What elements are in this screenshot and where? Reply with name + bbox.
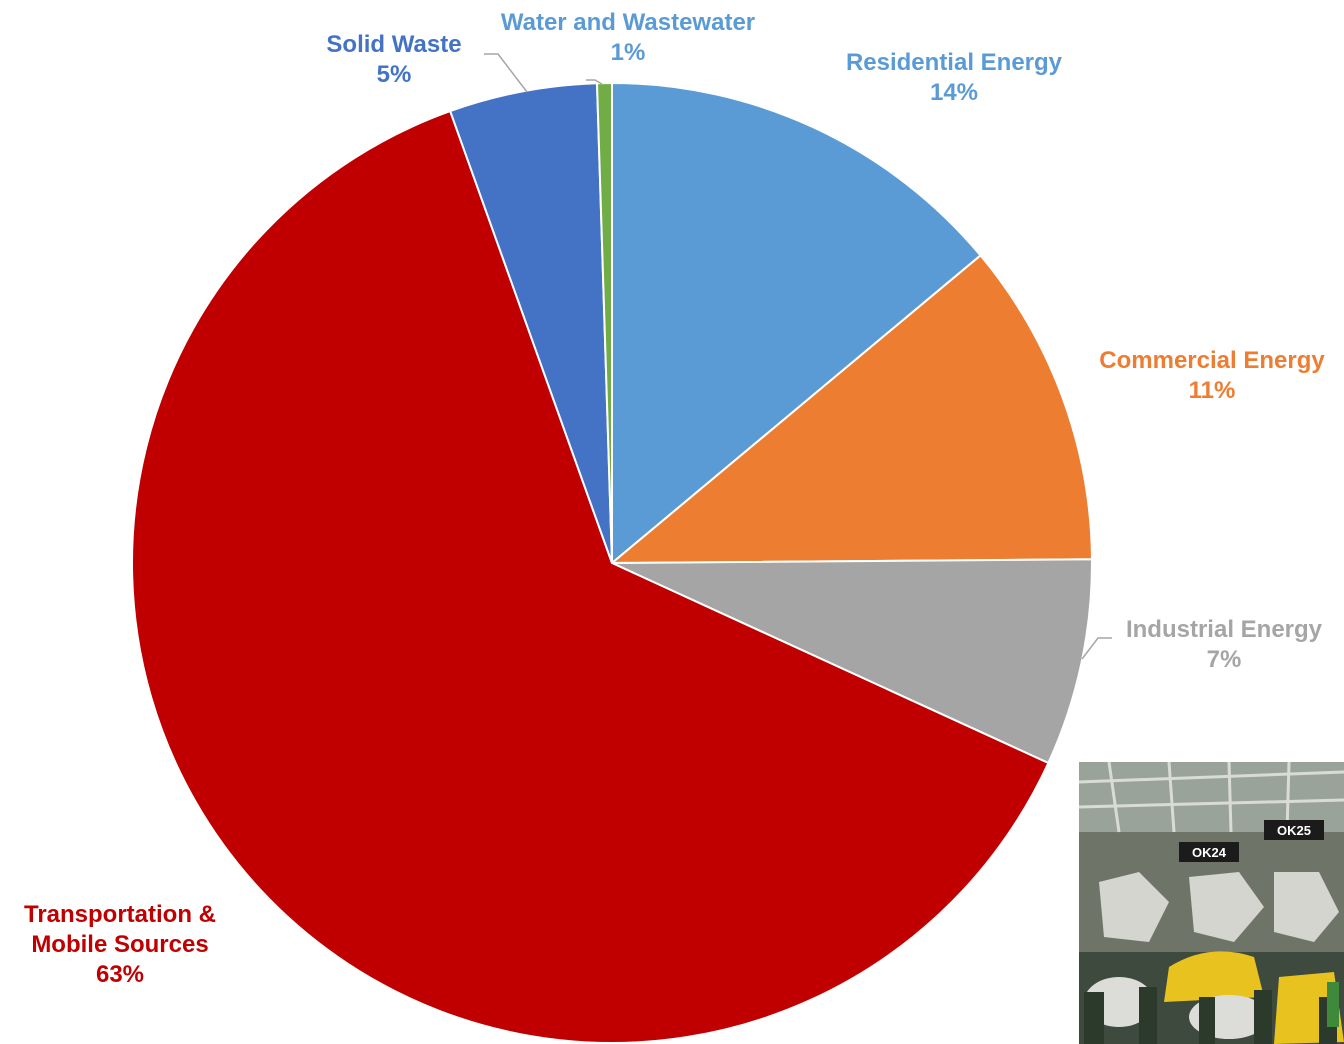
pie-slice-transportation-mobile-sources — [131, 109, 1050, 1044]
data-label-industrial-energy: Industrial Energy 7% — [1126, 616, 1323, 673]
sign-ok24 — [1179, 842, 1239, 862]
data-label-residential-energy: Residential Energy 14% — [846, 49, 1063, 106]
data-label-commercial-energy: Commercial Energy 11% — [1099, 347, 1325, 404]
sign-ok25 — [1264, 820, 1324, 840]
sign-ok24-text: OK24 — [1192, 845, 1227, 860]
leader-line-water-and-wastewater — [586, 79, 603, 85]
pie-slice-residential-energy — [611, 81, 982, 566]
data-label-solid-waste: Solid Waste 5% — [326, 31, 461, 88]
leader-line-industrial-energy — [1081, 637, 1112, 660]
car-factory-photo: OK24 OK25 — [1079, 762, 1344, 1044]
sign-ok25-text: OK25 — [1277, 823, 1311, 838]
leader-line-solid-waste — [484, 53, 528, 93]
data-label-transportation-mobile-sources: Transportation & Mobile Sources 63% — [24, 901, 216, 988]
pie-slice-commercial-energy — [609, 254, 1093, 565]
pie-slice-industrial-energy — [611, 558, 1093, 765]
pie-slice-water-and-wastewater — [595, 81, 613, 564]
data-label-water-and-wastewater: Water and Wastewater 1% — [501, 9, 755, 66]
pie-slice-solid-waste — [448, 82, 613, 564]
